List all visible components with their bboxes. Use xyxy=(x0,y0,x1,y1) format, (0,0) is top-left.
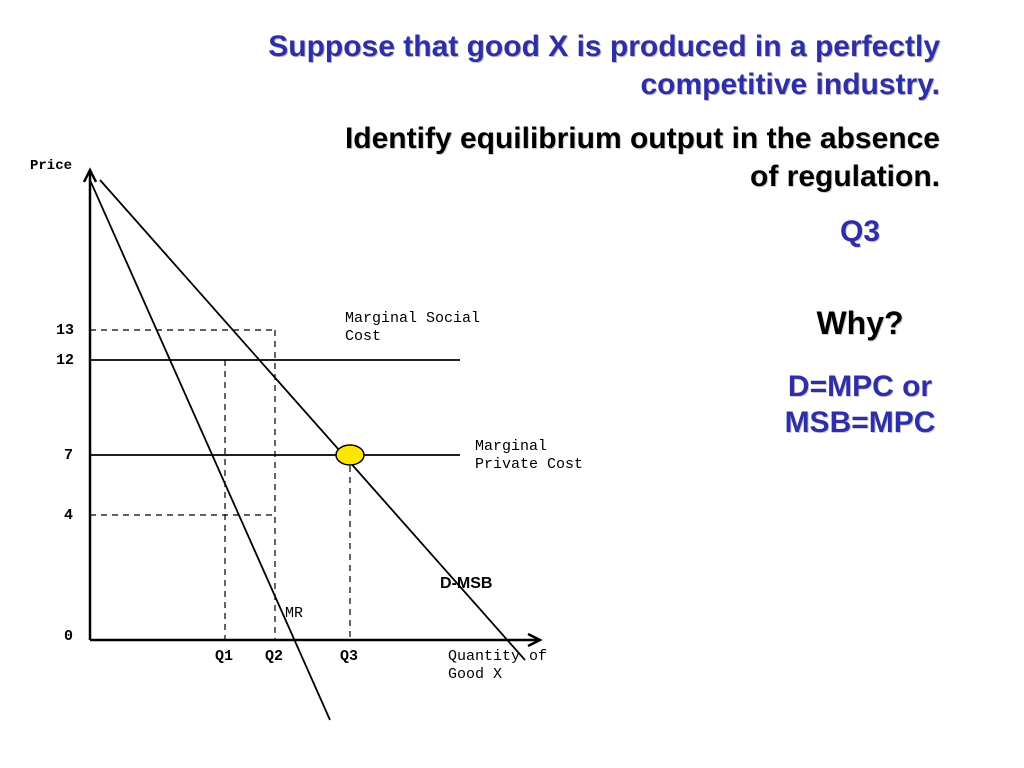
y-axis-label: Price xyxy=(30,158,72,174)
mr-label: MR xyxy=(285,605,303,622)
xtick-q2: Q2 xyxy=(265,648,283,665)
xtick-q3: Q3 xyxy=(340,648,358,665)
answer-condition-line-2: MSB=MPC xyxy=(760,406,960,440)
mpc-label: Marginal Private Cost xyxy=(475,438,583,474)
ytick-12: 12 xyxy=(56,352,74,369)
ytick-0: 0 xyxy=(64,628,73,645)
question-why: Why? xyxy=(780,305,940,342)
equilibrium-marker xyxy=(336,445,364,465)
x-axis-label: Quantity of Good X xyxy=(448,648,547,684)
answer-q3: Q3 xyxy=(780,215,940,249)
xtick-q1: Q1 xyxy=(215,648,233,665)
x-axis-label-line1: Quantity of Good X xyxy=(448,648,547,683)
ytick-4: 4 xyxy=(64,507,73,524)
answer-condition-line-1: D=MPC or xyxy=(760,370,960,404)
dmsb-label: D-MSB xyxy=(440,575,492,593)
ytick-7: 7 xyxy=(64,447,73,464)
ytick-13: 13 xyxy=(56,322,74,339)
msc-label: Marginal Social Cost xyxy=(345,310,480,346)
